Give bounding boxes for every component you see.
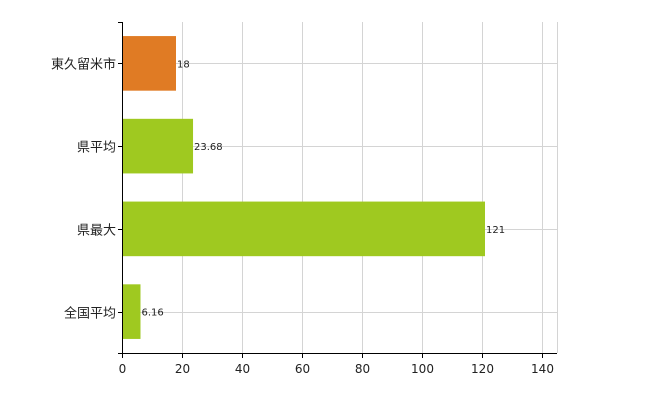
bar-3 [122, 284, 141, 339]
x-tick-label-1: 20 [175, 362, 190, 376]
bar-1 [122, 118, 194, 174]
x-tick-label-2: 40 [235, 362, 250, 376]
category-label-0: 東久留米市 [51, 57, 116, 73]
x-tick-label-5: 100 [411, 362, 434, 376]
bar-0 [122, 36, 176, 91]
grid-layer [122, 22, 558, 353]
x-tick-label-4: 80 [355, 362, 370, 376]
x-tick-label-3: 60 [295, 362, 310, 376]
bar-2 [122, 201, 485, 257]
category-label-2: 県最大 [77, 224, 116, 239]
category-label-3: 全国平均 [64, 306, 116, 322]
bar-layer [122, 36, 485, 339]
x-tick-label-0: 0 [119, 362, 127, 376]
data-label-1: 23.68 [194, 142, 223, 153]
data-label-3: 6.16 [141, 308, 163, 319]
x-tick-label-6: 120 [471, 362, 494, 376]
category-label-1: 県平均 [77, 141, 116, 156]
data-label-0: 18 [177, 59, 190, 70]
axis-layer [118, 22, 557, 358]
data-label-2: 121 [486, 225, 505, 236]
x-tick-label-7: 140 [531, 362, 554, 376]
